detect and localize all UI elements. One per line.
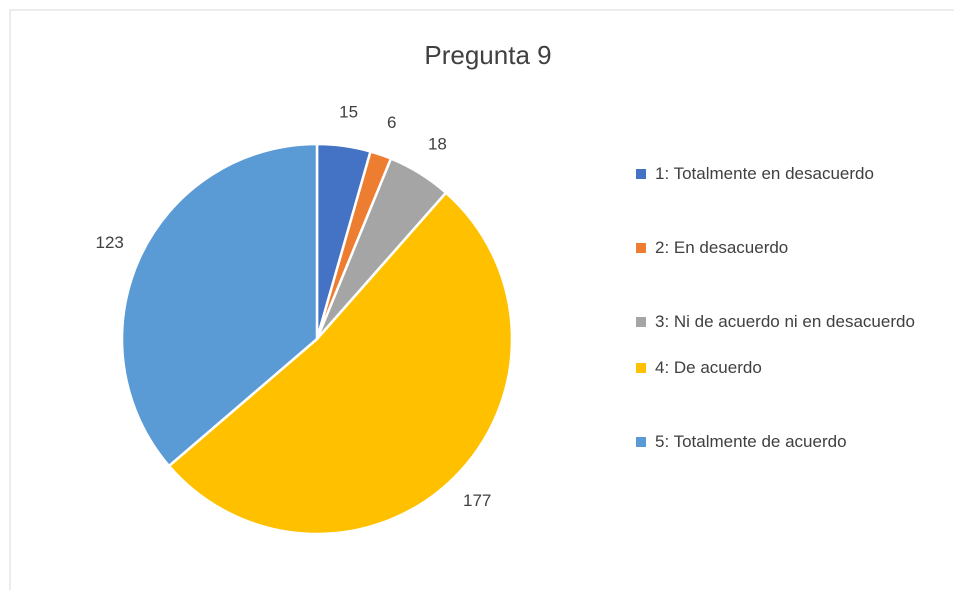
data-label: 177 — [463, 491, 491, 510]
legend: 1: Totalmente en desacuerdo 2: En desacue… — [636, 160, 946, 456]
legend-item: 4: De acuerdo — [636, 354, 946, 382]
pie-slice — [167, 190, 514, 536]
legend-swatch — [636, 317, 646, 327]
data-label: 6 — [387, 113, 396, 132]
legend-label: 2: En desacuerdo — [655, 238, 789, 257]
legend-item: 3: Ni de acuerdo ni en desacuerdo — [636, 308, 946, 336]
chart-border — [9, 9, 954, 590]
chart-title: Pregunta 9 — [424, 40, 551, 70]
data-label: 123 — [96, 233, 124, 252]
legend-label: 5: Totalmente de acuerdo — [655, 432, 847, 451]
data-label: 18 — [428, 135, 447, 154]
legend-item: 5: Totalmente de acuerdo — [636, 428, 946, 456]
legend-item: 1: Totalmente en desacuerdo — [636, 160, 946, 188]
legend-swatch — [636, 437, 646, 447]
pie-slice — [120, 142, 319, 468]
legend-label: 3: Ni de acuerdo ni en desacuerdo — [655, 312, 915, 331]
legend-label: 1: Totalmente en desacuerdo — [655, 164, 874, 183]
legend-label: 4: De acuerdo — [655, 358, 762, 377]
legend-swatch — [636, 363, 646, 373]
data-label: 15 — [339, 103, 358, 122]
legend-item: 2: En desacuerdo — [636, 234, 946, 262]
legend-swatch — [636, 243, 646, 253]
legend-swatch — [636, 169, 646, 179]
